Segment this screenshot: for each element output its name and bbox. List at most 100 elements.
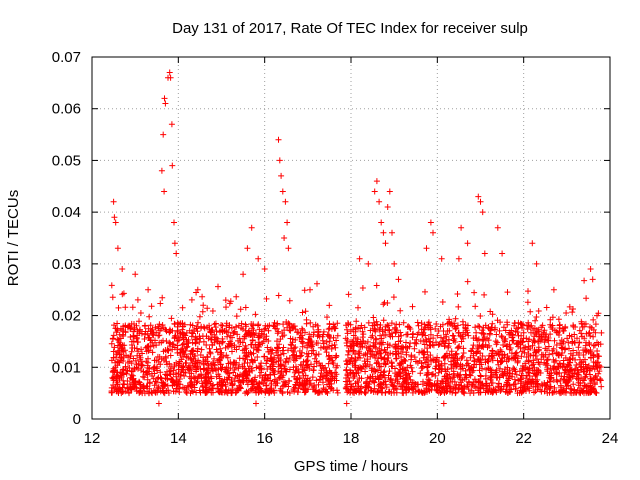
data-point (188, 296, 195, 303)
data-point (475, 193, 482, 200)
data-point (274, 321, 281, 328)
data-point (155, 383, 162, 390)
data-point (376, 363, 383, 370)
data-point (484, 335, 491, 342)
data-point (115, 359, 122, 366)
data-point (560, 327, 567, 334)
data-point (465, 386, 472, 393)
data-point (552, 327, 558, 334)
data-point (150, 332, 157, 339)
data-point (345, 374, 352, 381)
data-point (523, 372, 530, 379)
data-point (160, 337, 166, 344)
data-point (205, 362, 212, 369)
data-point (355, 379, 362, 386)
data-point (572, 367, 579, 374)
data-point (562, 367, 569, 374)
data-point (448, 320, 455, 327)
data-point (380, 229, 387, 236)
data-point (451, 384, 458, 391)
data-point (504, 364, 511, 371)
data-point (465, 362, 472, 369)
data-point (472, 303, 479, 310)
data-point (275, 292, 282, 299)
data-point (189, 322, 196, 329)
data-point (183, 344, 190, 351)
data-point (167, 343, 173, 350)
data-point (284, 219, 291, 226)
data-point (496, 327, 503, 334)
data-point (295, 329, 302, 336)
data-point (492, 387, 499, 394)
data-point (389, 333, 396, 340)
data-point (567, 350, 574, 357)
data-point (462, 325, 469, 332)
data-point (480, 337, 487, 344)
data-point (251, 381, 258, 387)
y-axis-label: ROTI / TECUs (5, 190, 22, 286)
data-point (113, 329, 120, 336)
data-point (496, 365, 503, 372)
data-point (526, 365, 533, 372)
data-point (362, 390, 369, 397)
data-point (180, 363, 187, 370)
data-point (208, 365, 215, 372)
data-point (314, 333, 321, 340)
data-point (162, 100, 169, 107)
data-point (200, 366, 207, 373)
data-point (239, 363, 246, 370)
data-point (256, 372, 263, 379)
data-point (512, 328, 519, 335)
data-point (255, 342, 262, 349)
data-point (286, 355, 293, 361)
data-point (375, 367, 381, 374)
data-point (353, 318, 360, 325)
data-point (532, 380, 539, 387)
data-point (448, 361, 455, 368)
data-point (409, 389, 416, 396)
data-point (391, 343, 398, 350)
data-points (108, 69, 605, 407)
data-point (206, 386, 213, 392)
data-point (128, 360, 135, 367)
data-point (550, 286, 557, 293)
data-point (329, 359, 336, 366)
data-point (274, 344, 280, 351)
data-point (320, 331, 327, 338)
data-point (540, 329, 547, 336)
data-point (414, 319, 421, 326)
data-point (390, 294, 397, 301)
data-point (143, 369, 150, 376)
data-point (136, 379, 143, 386)
data-point (452, 315, 459, 322)
data-point (161, 188, 168, 195)
data-point (345, 320, 351, 326)
data-point (350, 383, 356, 390)
data-point (120, 323, 127, 330)
data-point (543, 331, 550, 338)
data-point (381, 368, 388, 375)
data-point (471, 376, 478, 383)
data-point (452, 339, 459, 345)
data-point (219, 335, 226, 342)
data-point (442, 352, 449, 359)
data-point (416, 357, 423, 364)
data-point (558, 344, 565, 351)
data-point (279, 390, 286, 397)
data-point (358, 375, 365, 382)
data-point (479, 342, 486, 349)
data-point (138, 361, 145, 368)
data-point (189, 339, 196, 346)
data-point (525, 358, 532, 365)
data-point (196, 313, 203, 320)
data-point (486, 385, 493, 391)
data-point (171, 219, 177, 226)
data-point (455, 303, 462, 310)
data-point (246, 363, 253, 370)
data-point (108, 340, 115, 347)
data-point (442, 380, 449, 387)
data-point (434, 387, 441, 394)
data-point (227, 332, 234, 339)
data-point (333, 337, 340, 344)
